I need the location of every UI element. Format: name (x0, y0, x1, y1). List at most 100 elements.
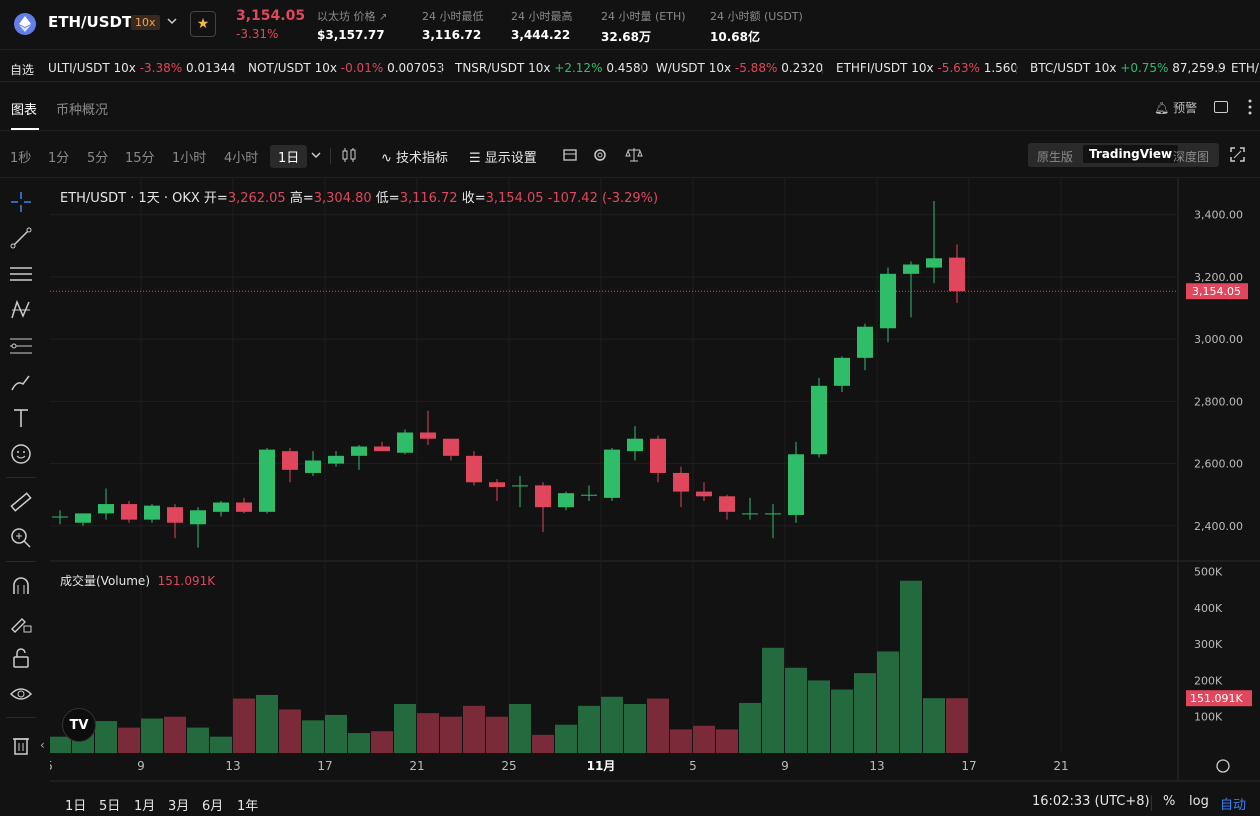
candle-body (765, 513, 781, 515)
pattern-icon[interactable] (6, 297, 36, 323)
unlock-icon[interactable] (6, 645, 36, 671)
ticker-item[interactable]: ETHFI/USDT 10x -5.63% 1.560 (836, 61, 1019, 75)
mode-depth[interactable]: 深度图 (1173, 150, 1210, 164)
timeframe-1s[interactable]: 1秒 (10, 151, 32, 166)
range-6m[interactable]: 6月 (202, 799, 224, 814)
ticker-divider (642, 64, 643, 74)
candle-body (489, 482, 505, 487)
display-settings-button[interactable]: ☰ 显示设置 (469, 151, 537, 166)
x-tick-label: 13 (225, 759, 240, 773)
tab-chart[interactable]: 图表 (11, 103, 38, 118)
window-icon[interactable] (1214, 101, 1228, 113)
volume-bar (739, 702, 761, 753)
tradingview-logo[interactable]: TV (62, 708, 96, 742)
volume-bar (164, 716, 186, 753)
eye-icon[interactable] (6, 681, 36, 707)
active-tab-indicator (11, 128, 39, 130)
volume-bar (532, 734, 554, 753)
pair-title[interactable]: ETH/USDT (48, 13, 133, 31)
external-link-icon[interactable]: ↗ (379, 12, 388, 23)
text-icon[interactable] (6, 405, 36, 431)
range-1y[interactable]: 1年 (237, 799, 259, 814)
axis-settings-icon[interactable] (1216, 759, 1230, 773)
candle-body (558, 493, 574, 508)
trash-icon[interactable] (6, 732, 36, 758)
mode-native[interactable]: 原生版 (1037, 150, 1074, 164)
zoom-in-icon[interactable] (6, 525, 36, 551)
brush-icon[interactable] (6, 369, 36, 395)
fullscreen-icon[interactable] (1230, 147, 1245, 162)
volume-bar (95, 721, 117, 753)
ticker-item[interactable]: ETH/ (1231, 61, 1259, 75)
bell-icon: 🔔︎ (1154, 101, 1170, 115)
volume-bar (279, 709, 301, 753)
percent-toggle[interactable]: % (1163, 794, 1176, 809)
timeframe-5m[interactable]: 5分 (87, 151, 109, 166)
more-icon[interactable] (1248, 99, 1252, 115)
price-tick-label: 3,000.00 (1194, 333, 1243, 346)
volume-tick-label: 100K (1194, 711, 1223, 724)
log-toggle[interactable]: log (1189, 794, 1209, 809)
last-price-label: 3,154.05 (1192, 285, 1241, 298)
candle-body (673, 472, 689, 492)
ruler-icon[interactable] (6, 489, 36, 515)
range-1d[interactable]: 1日 (65, 799, 87, 814)
clock-display[interactable]: 16:02:33 (UTC+8) (1032, 794, 1150, 809)
timeframe-1d[interactable]: 1日 (270, 145, 308, 168)
ticker-item[interactable]: BTC/USDT 10x +0.75% 87,259.9 (1030, 61, 1226, 75)
crosshair-icon[interactable] (6, 189, 36, 215)
timeframe-4h[interactable]: 4小时 (224, 151, 259, 166)
candle-body (213, 502, 229, 512)
ticker-item[interactable]: NOT/USDT 10x -0.01% 0.007053 (248, 61, 445, 75)
range-3m[interactable]: 3月 (168, 799, 190, 814)
chevron-down-icon[interactable] (167, 16, 177, 26)
watchlist-label[interactable]: 自选 (10, 63, 35, 77)
mode-tradingview[interactable]: TradingView (1083, 145, 1179, 163)
eth-coin-icon (14, 13, 36, 35)
stat-24h-volume: 24 小时量 (ETH) 32.68万 (601, 10, 686, 44)
volume-bar (509, 704, 531, 753)
balance-scale-icon[interactable] (625, 147, 643, 163)
legend-low: 3,116.72 (399, 191, 458, 206)
chevron-down-icon[interactable] (311, 150, 321, 160)
volume-bar (187, 727, 209, 753)
lock-drawing-icon[interactable] (6, 609, 36, 635)
timeframe-15m[interactable]: 15分 (125, 151, 155, 166)
trend-line-icon[interactable] (6, 225, 36, 251)
horizontal-lines-icon[interactable] (6, 261, 36, 287)
tab-overview[interactable]: 币种概况 (56, 103, 109, 118)
ticker-item[interactable]: ULTI/USDT 10x -3.38% 0.01344 (48, 61, 236, 75)
emoji-icon[interactable] (6, 441, 36, 467)
volume-bar (808, 680, 830, 753)
range-5d[interactable]: 5日 (99, 799, 121, 814)
volume-bar (348, 733, 370, 753)
x-tick-label: 11月 (587, 759, 616, 773)
timeframe-1h[interactable]: 1小时 (172, 151, 207, 166)
candle-body (926, 258, 942, 268)
indicators-button[interactable]: ∿ 技术指标 (381, 151, 449, 166)
favorite-star-button[interactable]: ★ (190, 11, 216, 37)
ticker-item[interactable]: TNSR/USDT 10x +2.12% 0.4580 (455, 61, 649, 75)
auto-scale-toggle[interactable]: 自动 (1220, 798, 1247, 813)
ticker-divider (1016, 64, 1017, 74)
volume-bar (854, 673, 876, 753)
collapse-toolbar-icon[interactable]: ‹ (40, 738, 45, 752)
candlestick-icon[interactable] (341, 147, 357, 163)
range-1m[interactable]: 1月 (134, 799, 156, 814)
price-tick-label: 2,400.00 (1194, 520, 1243, 533)
magnet-icon[interactable] (6, 573, 36, 599)
volume-bar (785, 667, 807, 753)
timeframe-1m[interactable]: 1分 (48, 151, 70, 166)
template-icon[interactable] (562, 147, 578, 163)
ticker-item[interactable]: W/USDT 10x -5.88% 0.2320 (656, 61, 824, 75)
alert-button[interactable]: 🔔︎ 预警 (1154, 101, 1198, 115)
volume-bar (693, 725, 715, 753)
candle-body (834, 357, 850, 386)
fib-icon[interactable] (6, 333, 36, 359)
volume-tick-label: 500K (1194, 566, 1223, 579)
toolbar-divider (6, 477, 36, 478)
candle-body (880, 273, 896, 329)
price-chart[interactable]: 5 9 13 17 21 25 11月 5 9 13 17 21 2,400.00 2,600.00 2,8… (50, 178, 1260, 816)
gear-icon[interactable] (592, 147, 608, 163)
candle-body (719, 496, 735, 512)
